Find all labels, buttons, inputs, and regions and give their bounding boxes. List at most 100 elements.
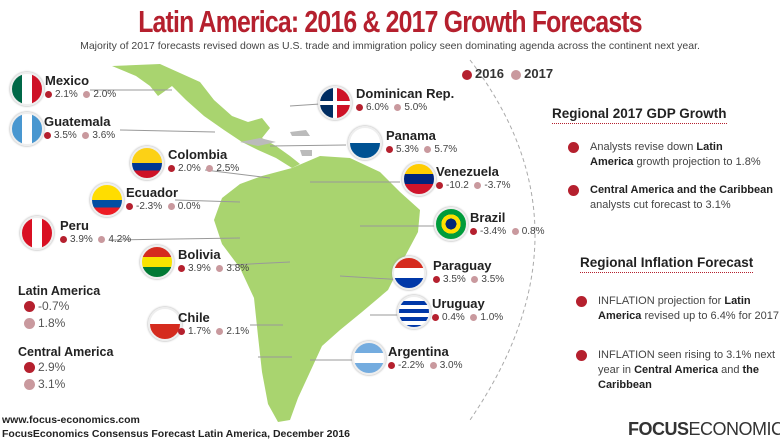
inflation-bullet-2: INFLATION seen rising to 3.1% next year …	[576, 348, 780, 393]
country-dominican-rep: Dominican Rep. 6.0% 5.0%	[356, 86, 454, 113]
value-2017: 0.8%	[521, 226, 545, 237]
dot-2017	[429, 361, 437, 369]
dot-2016	[356, 103, 363, 111]
value-2016: 3.9%	[188, 263, 211, 274]
dot-2017	[216, 327, 224, 335]
country-colombia: Colombia 2.0% 2.5%	[168, 147, 239, 174]
country-name: Argentina	[388, 344, 449, 359]
dashed-arc	[469, 59, 536, 421]
dot-2017	[206, 164, 214, 172]
value-2017: 2.1%	[226, 326, 250, 337]
value-2016: 3.5%	[443, 274, 466, 285]
country-ecuador: Ecuador -2.3% 0.0%	[126, 185, 200, 212]
dot-2016	[44, 131, 51, 139]
paraguay-flag-icon	[392, 256, 426, 290]
value-2016: 1.7%	[188, 326, 211, 337]
value-2017: 5.0%	[404, 102, 428, 113]
country-name: Mexico	[45, 73, 90, 88]
legend-2017: 2017	[524, 66, 554, 81]
value-2016: -3.4%	[480, 226, 507, 237]
dot-2017	[167, 202, 175, 210]
subtitle: Majority of 2017 forecasts revised down …	[80, 40, 700, 52]
value-2017: 3.0%	[439, 360, 463, 371]
venezuela-flag-icon	[402, 162, 436, 196]
dot-2016	[388, 361, 395, 369]
country-name: Brazil	[470, 210, 506, 225]
dot-2016	[168, 164, 175, 172]
value-2016: 3.5%	[54, 130, 77, 141]
country-guatemala: Guatemala 3.5% 3.6%	[44, 114, 115, 141]
legend: 2016 2017	[462, 66, 553, 81]
value-2017: 2.5%	[216, 163, 240, 174]
value-2016: -2.3%	[136, 201, 163, 212]
country-argentina: Argentina -2.2% 3.0%	[388, 344, 462, 371]
legend-2016-dot	[462, 69, 472, 80]
country-name: Chile	[178, 310, 210, 325]
legend-2017-dot	[511, 69, 522, 80]
country-paraguay: Paraguay 3.5% 3.5%	[433, 258, 504, 285]
dominican-flag-icon	[318, 86, 352, 120]
value-2017: 3.8%	[226, 263, 250, 274]
dot-2017	[471, 275, 479, 283]
region-central-america: Central America 2.9% 3.1%	[18, 345, 114, 391]
country-brazil: Brazil -3.4% 0.8%	[470, 210, 544, 237]
inflation-heading: Regional Inflation Forecast	[580, 255, 754, 273]
bolivia-flag-icon	[140, 245, 174, 279]
dot-2017	[83, 90, 91, 98]
dot-2016	[45, 90, 52, 98]
value-2017: 0.0%	[177, 201, 201, 212]
value-2017: 3.5%	[481, 274, 505, 285]
value-2017: 4.2%	[108, 234, 132, 245]
country-name: Uruguay	[432, 296, 485, 311]
page-title: Latin America: 2016 & 2017 Growth Foreca…	[138, 4, 642, 39]
value-2017: 5.7%	[434, 144, 458, 155]
value-2016: 6.0%	[366, 102, 389, 113]
dot-2017	[394, 103, 402, 111]
gdp-bullet-1: Analysts revise down Latin America growt…	[568, 140, 768, 170]
ecuador-flag-icon	[90, 183, 124, 217]
dot-2017	[216, 264, 224, 272]
dot-2017	[511, 227, 519, 235]
country-uruguay: Uruguay 0.4% 1.0%	[432, 296, 503, 323]
value-2016: -2.2%	[398, 360, 425, 371]
country-mexico: Mexico 2.1% 2.0%	[45, 73, 116, 100]
dot-2017	[424, 145, 432, 153]
dot-2017	[470, 313, 478, 321]
country-name: Peru	[60, 218, 89, 233]
inflation-bullet-1: INFLATION projection for Latin America r…	[576, 294, 780, 324]
dot-2016	[436, 181, 443, 189]
panama-flag-icon	[348, 126, 382, 160]
mexico-flag-icon	[10, 72, 44, 106]
dot-2017	[474, 181, 482, 189]
value-2017: 3.6%	[92, 130, 116, 141]
dot-2016	[178, 327, 185, 335]
dot-2016	[178, 264, 185, 272]
value-2016: 5.3%	[396, 144, 419, 155]
country-name: Paraguay	[433, 258, 492, 273]
focuseconomics-logo: FOCUSECONOMICS	[628, 419, 780, 439]
value-2016: 2.0%	[178, 163, 201, 174]
value-2016: 2.1%	[55, 89, 78, 100]
legend-2016: 2016	[475, 66, 504, 81]
footer-url[interactable]: www.focus-economics.com	[2, 414, 140, 426]
land-caribbean	[240, 130, 312, 156]
country-chile: Chile 1.7% 2.1%	[178, 310, 249, 337]
value-2016: 0.4%	[442, 312, 465, 323]
chile-flag-icon	[148, 307, 182, 341]
dot-2017	[82, 131, 90, 139]
country-name: Dominican Rep.	[356, 86, 455, 101]
dot-2016	[433, 275, 440, 283]
dot-2016	[60, 235, 67, 243]
value-2016: 3.9%	[70, 234, 93, 245]
dot-2016	[470, 227, 477, 235]
country-name: Colombia	[168, 147, 228, 162]
value-2017: 1.0%	[480, 312, 504, 323]
country-name: Bolivia	[178, 247, 221, 262]
brazil-flag-icon	[434, 207, 468, 241]
gdp-heading: Regional 2017 GDP Growth	[552, 106, 727, 124]
value-2017: 2.0%	[93, 89, 117, 100]
dot-2016	[386, 145, 393, 153]
country-peru: Peru 3.9% 4.2%	[60, 218, 131, 245]
dot-2016	[432, 313, 439, 321]
